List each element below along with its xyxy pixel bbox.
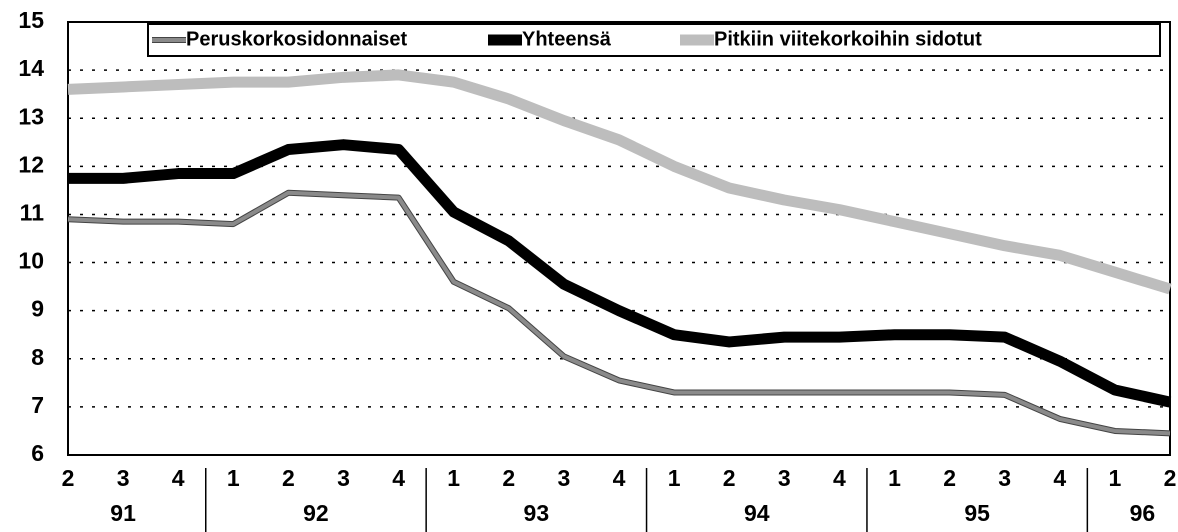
legend-box [147, 23, 1161, 57]
y-tick-label: 6 [31, 440, 44, 466]
x-tick-label: 3 [998, 465, 1011, 491]
year-label: 92 [303, 500, 329, 526]
x-tick-label: 4 [392, 465, 405, 491]
legend-label: Peruskorkosidonnaiset [186, 28, 408, 50]
y-tick-label: 13 [18, 103, 44, 129]
y-tick-label: 15 [18, 7, 44, 33]
x-tick-label: 3 [117, 465, 130, 491]
x-tick-label: 1 [227, 465, 240, 491]
x-tick-label: 1 [668, 465, 681, 491]
x-tick-label: 3 [558, 465, 571, 491]
year-label: 95 [964, 500, 990, 526]
plot-frame [67, 21, 1171, 456]
x-tick-label: 2 [1164, 465, 1177, 491]
y-tick-label: 14 [18, 55, 44, 81]
x-tick-label: 2 [502, 465, 515, 491]
x-tick-label: 1 [888, 465, 901, 491]
x-tick-label: 2 [943, 465, 956, 491]
x-tick-label: 4 [833, 465, 846, 491]
year-label: 91 [110, 500, 136, 526]
x-tick-label: 2 [723, 465, 736, 491]
y-tick-label: 11 [20, 200, 45, 226]
line-series [67, 190, 1171, 436]
x-tick-label: 4 [172, 465, 185, 491]
x-tick-label: 4 [1053, 465, 1066, 491]
y-tick-label: 10 [18, 248, 44, 274]
legend-label: Yhteensä [522, 28, 612, 50]
line-series [68, 139, 1172, 408]
x-tick-label: 4 [613, 465, 626, 491]
line-series [67, 69, 1172, 295]
x-tick-label: 3 [337, 465, 350, 491]
year-label: 94 [744, 500, 770, 526]
y-tick-label: 8 [31, 344, 44, 370]
year-label: 96 [1130, 500, 1156, 526]
x-tick-label: 1 [447, 465, 460, 491]
y-tick-label: 7 [31, 392, 44, 418]
y-tick-label: 9 [31, 296, 44, 322]
x-tick-label: 3 [778, 465, 791, 491]
legend-label: Pitkiin viitekorkoihin sidotut [714, 28, 982, 50]
year-label: 93 [524, 500, 550, 526]
x-tick-label: 2 [282, 465, 295, 491]
x-tick-label: 1 [1109, 465, 1122, 491]
x-tick-label: 2 [62, 465, 75, 491]
y-tick-label: 12 [18, 151, 44, 177]
